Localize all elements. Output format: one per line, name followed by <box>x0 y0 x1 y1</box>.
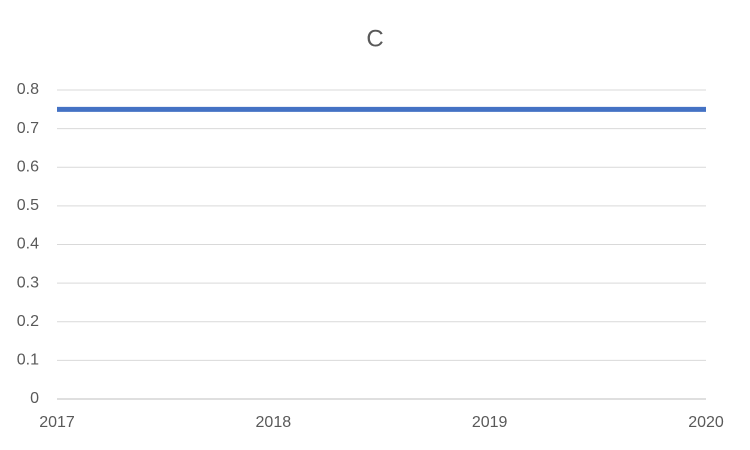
chart-title: C <box>366 25 383 52</box>
y-tick-label: 0.3 <box>17 274 39 291</box>
y-tick-label: 0.2 <box>17 313 39 330</box>
x-tick-label: 2017 <box>39 414 75 431</box>
y-tick-label: 0.4 <box>17 236 39 253</box>
x-tick-label: 2020 <box>688 414 724 431</box>
x-tick-label: 2018 <box>256 414 292 431</box>
y-tick-label: 0.6 <box>17 158 39 175</box>
x-tick-label: 2019 <box>472 414 508 431</box>
y-tick-label: 0.1 <box>17 352 39 369</box>
y-tick-label: 0 <box>30 390 39 407</box>
y-tick-label: 0.8 <box>17 81 39 98</box>
y-tick-label: 0.7 <box>17 120 39 137</box>
y-tick-label: 0.5 <box>17 197 39 214</box>
